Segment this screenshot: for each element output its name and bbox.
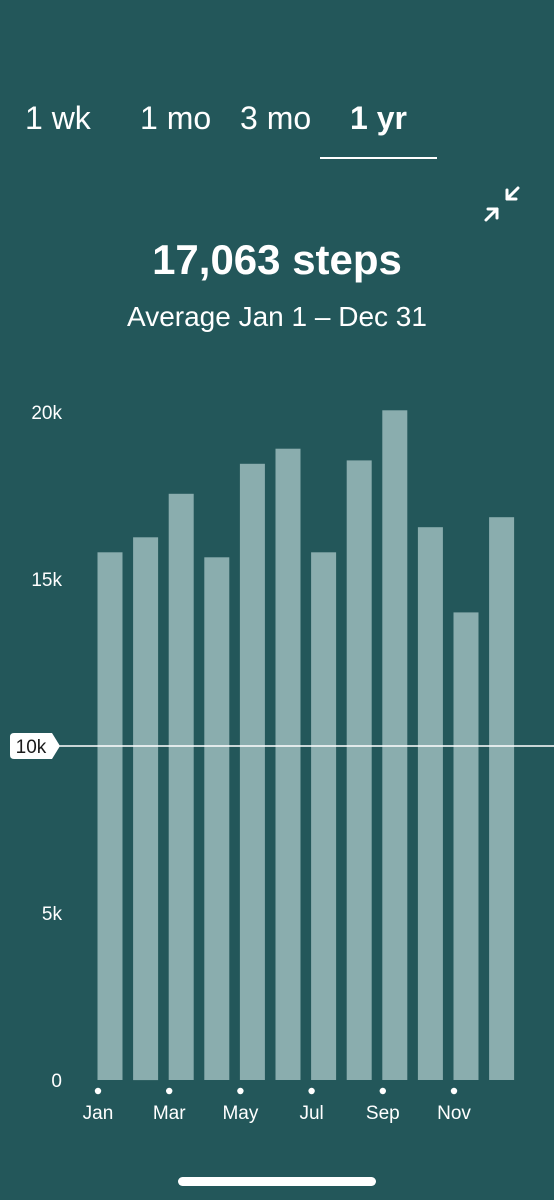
- average-date-range: Average Jan 1 – Dec 31: [127, 301, 427, 332]
- bar-nov[interactable]: [453, 612, 479, 1080]
- goal-tag: [10, 733, 60, 759]
- bar-feb[interactable]: [133, 537, 159, 1081]
- range-tabs: 1 wk 1 mo 3 mo 1 yr: [0, 98, 554, 168]
- active-tab-underline: [320, 157, 437, 159]
- steps-bar-chart: 10k 0 5k 15k 20k Jan Mar May Jul Sep Nov: [10, 403, 554, 1124]
- x-tick-dot: [308, 1087, 315, 1095]
- bar-jul[interactable]: [311, 552, 337, 1080]
- x-tick-dot: [379, 1087, 386, 1095]
- y-tick-label: 15k: [31, 570, 62, 591]
- bar-apr[interactable]: [204, 557, 230, 1080]
- tab-1-year[interactable]: 1 yr: [350, 100, 407, 136]
- collapse-arrows-icon: [484, 186, 520, 222]
- y-tick-label: 20k: [31, 403, 62, 424]
- bar-sep[interactable]: [382, 410, 408, 1080]
- collapse-button[interactable]: [482, 184, 522, 224]
- bar-may[interactable]: [239, 463, 265, 1080]
- bar-aug[interactable]: [346, 460, 372, 1080]
- tab-3-months[interactable]: 3 mo: [240, 100, 312, 136]
- x-tick-label: Jan: [83, 1103, 114, 1124]
- bar-jun[interactable]: [275, 448, 301, 1080]
- x-tick-label: Sep: [366, 1103, 400, 1124]
- goal-label: 10k: [16, 737, 47, 758]
- average-steps-value: 17,063 steps: [152, 236, 402, 283]
- tab-1-week[interactable]: 1 wk: [25, 100, 91, 136]
- home-indicator[interactable]: [178, 1177, 376, 1186]
- y-tick-label: 0: [51, 1071, 62, 1092]
- x-tick-dot: [94, 1087, 102, 1095]
- bar-mar[interactable]: [168, 493, 194, 1080]
- x-tick-dot: [166, 1087, 173, 1095]
- bar-dec[interactable]: [489, 517, 515, 1080]
- y-tick-label: 5k: [42, 904, 63, 925]
- x-tick-label: Nov: [437, 1103, 471, 1124]
- bar-oct[interactable]: [417, 527, 443, 1080]
- x-tick-label: Mar: [153, 1103, 186, 1124]
- x-tick-label: Jul: [299, 1103, 323, 1124]
- tab-1-month[interactable]: 1 mo: [140, 100, 212, 136]
- x-tick-dot: [450, 1087, 458, 1095]
- x-tick-dot: [237, 1087, 244, 1095]
- bar-jan[interactable]: [97, 552, 123, 1080]
- x-tick-label: May: [222, 1103, 258, 1124]
